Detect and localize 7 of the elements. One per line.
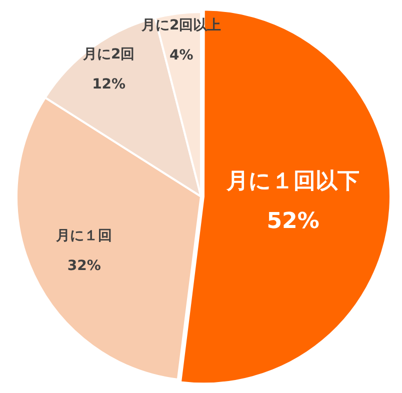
slice-label: 月に１回以下	[226, 169, 360, 194]
slice-label: 月に１回	[55, 228, 112, 244]
data-label: 52%	[266, 209, 320, 234]
data-label: 32%	[67, 258, 101, 274]
slice-label: 月に2回	[82, 46, 135, 62]
data-label: 4%	[169, 48, 194, 64]
data-label: 12%	[92, 76, 126, 92]
